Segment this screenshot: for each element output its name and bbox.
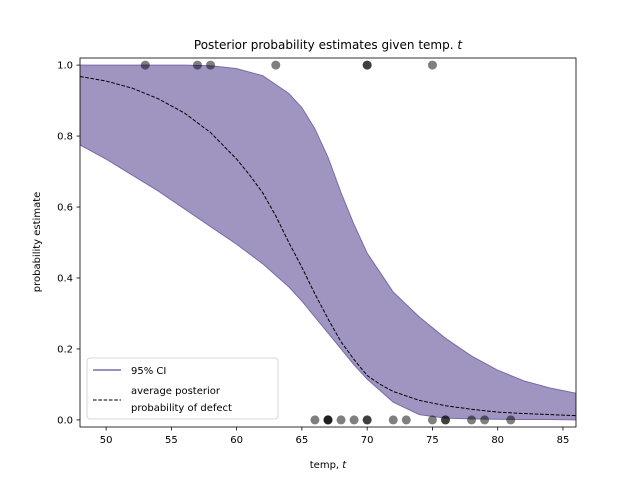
- x-tick-label: 60: [230, 435, 243, 446]
- observation-point: [362, 60, 372, 70]
- x-axis-label: temp, t: [310, 460, 348, 471]
- observation-point: [506, 415, 516, 425]
- mean-line-layer: [80, 75, 576, 417]
- y-axis-ticks: 0.0 0.2 0.4 0.6 0.8 1.0: [57, 61, 80, 426]
- y-tick-label: 0.6: [57, 203, 73, 214]
- legend-ci-label: 95% CI: [131, 366, 166, 377]
- y-axis-label: probability estimate: [32, 192, 43, 293]
- y-tick-label: 1.0: [57, 61, 73, 72]
- observation-point: [140, 60, 150, 70]
- observation-point: [323, 415, 333, 425]
- ci-band: [80, 64, 576, 421]
- observation-point: [480, 415, 490, 425]
- observation-points-layer: [140, 60, 516, 425]
- x-axis-ticks: 50 55 60 65 70 75 80 85: [100, 427, 570, 446]
- x-tick-label: 65: [296, 435, 309, 446]
- mean-probability-line: [80, 75, 576, 417]
- legend: 95% CI average posterior probability of …: [86, 357, 279, 420]
- observation-point: [192, 60, 202, 70]
- observation-point: [401, 415, 411, 425]
- legend-mean-label-line2: probability of defect: [131, 403, 232, 414]
- observation-point: [467, 415, 477, 425]
- observation-point: [336, 415, 346, 425]
- y-tick-label: 0.4: [57, 273, 73, 284]
- observation-point: [349, 415, 359, 425]
- x-tick-label: 80: [491, 435, 504, 446]
- legend-mean-label-line1: average posterior: [131, 386, 221, 397]
- observation-point: [271, 60, 281, 70]
- x-tick-label: 70: [361, 435, 374, 446]
- observation-point: [206, 60, 216, 70]
- observation-point: [310, 415, 320, 425]
- legend-box: [86, 357, 279, 420]
- observation-point: [427, 415, 437, 425]
- x-tick-label: 55: [165, 435, 178, 446]
- y-tick-label: 0.8: [57, 132, 73, 143]
- x-tick-label: 50: [100, 435, 113, 446]
- ci-band-layer: [80, 64, 576, 421]
- observation-point: [362, 415, 372, 425]
- x-tick-label: 75: [426, 435, 439, 446]
- observation-point: [427, 60, 437, 70]
- plot-frame: [79, 57, 577, 428]
- chart-title: Posterior probability estimates given te…: [194, 38, 463, 52]
- y-tick-label: 0.0: [57, 415, 73, 426]
- observation-point: [440, 415, 450, 425]
- y-tick-label: 0.2: [57, 344, 73, 355]
- observation-point: [388, 415, 398, 425]
- x-tick-label: 85: [557, 435, 570, 446]
